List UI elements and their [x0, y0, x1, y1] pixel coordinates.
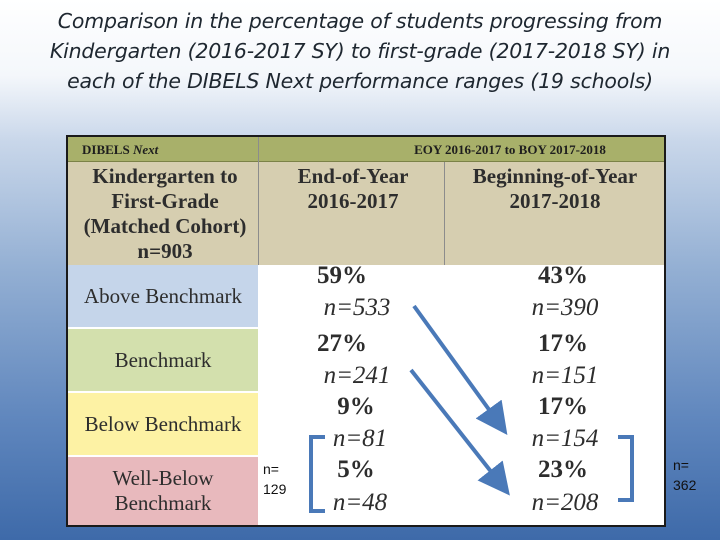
eoy-above-n: n=533	[323, 294, 391, 321]
row-label-below-benchmark: Below Benchmark	[68, 393, 258, 455]
cohort-line-3: (Matched Cohort)	[83, 214, 247, 238]
boy-benchmark-pct: 17%	[538, 330, 588, 357]
boy-below-pct: 17%	[538, 393, 588, 420]
label-benchmark: Benchmark	[114, 347, 212, 372]
dibels-table: DIBELS Next EOY 2016-2017 to BOY 2017-20…	[66, 135, 666, 527]
arrow-benchmark-to-well-below	[409, 368, 510, 496]
cohort-line-4: n=903	[137, 239, 193, 263]
eoy-benchmark-pct: 27%	[317, 330, 367, 357]
eoy-below-n: n=81	[332, 425, 388, 452]
col-eoy-line-1: End-of-Year	[297, 164, 409, 188]
boy-above-pct: 43%	[538, 262, 588, 289]
right-n-line-2: 362	[673, 477, 697, 493]
boy-well-below-pct: 23%	[538, 456, 588, 483]
cohort-label: Kindergarten to First-Grade (Matched Coh…	[72, 164, 258, 264]
title-line-2: Kindergarten (2016-2017 SY) to first-gra…	[49, 39, 671, 63]
title-line-3: each of the DIBELS Next performance rang…	[67, 69, 653, 93]
cohort-line-1: Kindergarten to	[92, 164, 238, 188]
label-well-below-2: Benchmark	[114, 491, 212, 515]
row-label-above-benchmark: Above Benchmark	[68, 265, 258, 327]
slide-title: Comparison in the percentage of students…	[0, 6, 720, 96]
eoy-above-pct: 59%	[317, 262, 367, 289]
divider-v2	[444, 162, 445, 265]
boy-above-n: n=390	[531, 294, 599, 321]
col-eoy-line-2: 2016-2017	[307, 189, 399, 213]
left-n-annotation: n= 129	[263, 459, 286, 499]
left-bracket	[309, 435, 325, 513]
right-n-line-1: n=	[673, 457, 689, 473]
right-n-annotation: n= 362	[673, 455, 696, 495]
label-below: Below Benchmark	[84, 411, 242, 436]
row-label-benchmark: Benchmark	[68, 329, 258, 391]
label-above: Above Benchmark	[83, 283, 243, 308]
eoy-benchmark-n: n=241	[323, 362, 391, 389]
divider-v1	[258, 137, 259, 265]
strip-left-plain: DIBELS	[82, 142, 133, 157]
col-boy-header: Beginning-of-Year 2017-2018	[444, 164, 666, 214]
strip-left-italic: Next	[132, 142, 159, 157]
cohort-line-2: First-Grade	[111, 189, 219, 213]
left-n-line-1: n=	[263, 461, 279, 477]
strip-right-label: EOY 2016-2017 to BOY 2017-2018	[414, 142, 606, 157]
title-line-1: Comparison in the percentage of students…	[57, 9, 663, 33]
col-eoy-header: End-of-Year 2016-2017	[260, 164, 446, 214]
boy-below-n: n=154	[531, 425, 599, 452]
col-boy-line-1: Beginning-of-Year	[472, 164, 638, 188]
boy-benchmark-n: n=151	[531, 362, 599, 389]
eoy-well-below-n: n=48	[332, 489, 388, 516]
header-strip	[68, 137, 664, 162]
row-label-well-below-benchmark: Well-Below Benchmark	[68, 457, 258, 525]
label-well-below-1: Well-Below	[112, 466, 214, 490]
eoy-below-pct: 9%	[337, 393, 375, 420]
boy-well-below-n: n=208	[531, 489, 599, 516]
left-n-line-2: 129	[263, 481, 287, 497]
eoy-well-below-pct: 5%	[337, 456, 375, 483]
strip-left-label: DIBELS Next	[82, 141, 252, 159]
col-boy-line-2: 2017-2018	[509, 189, 601, 213]
right-bracket	[618, 435, 634, 502]
header-body	[68, 162, 664, 265]
arrow-above-to-below	[412, 304, 508, 435]
